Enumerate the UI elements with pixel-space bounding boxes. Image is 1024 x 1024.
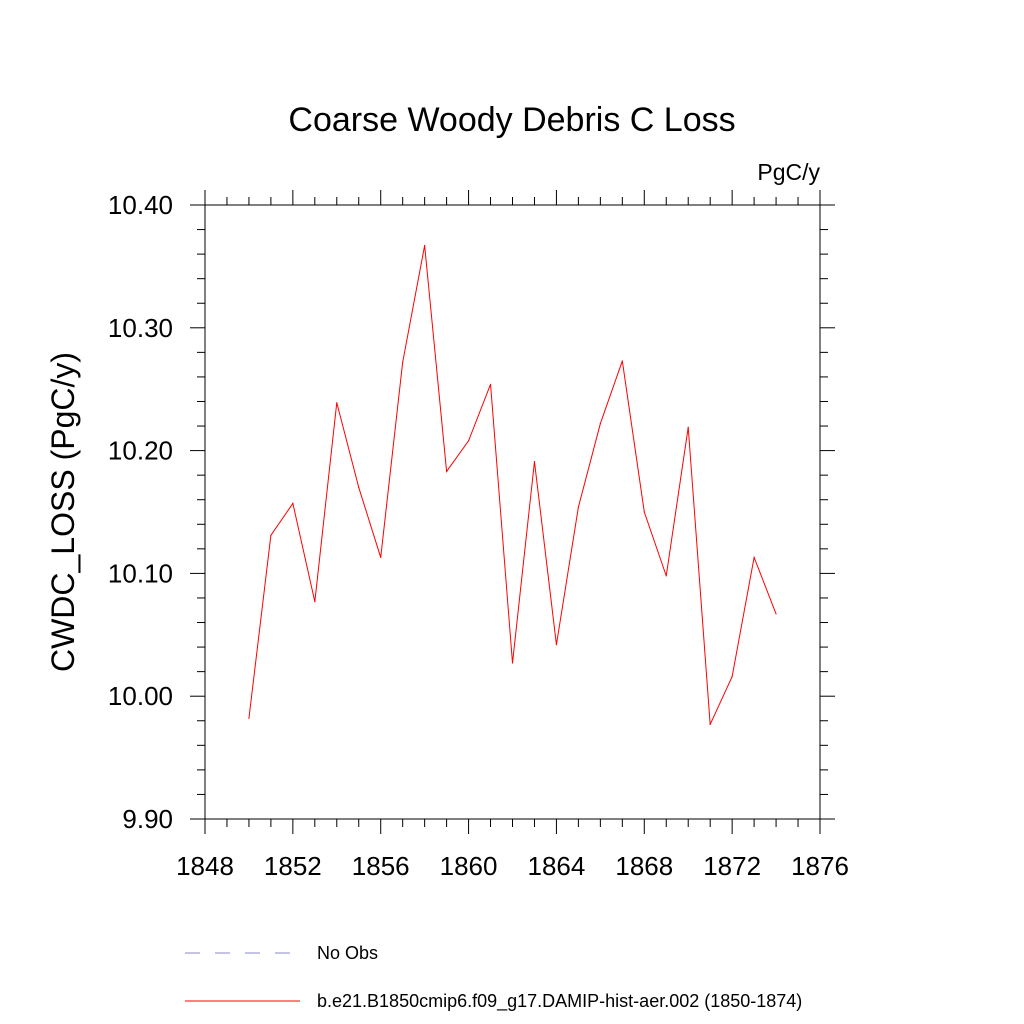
legend: No Obs b.e21.B1850cmip6.f09_g17.DAMIP-hi… bbox=[185, 943, 802, 1012]
plot-frame bbox=[204, 204, 821, 820]
y-tick-label: 10.10 bbox=[108, 558, 173, 588]
data-point bbox=[511, 662, 514, 664]
y-tick-label: 9.90 bbox=[122, 804, 173, 834]
y-axis: 9.90 10.00 10.10 10.20 10.30 10.40 bbox=[108, 190, 835, 834]
data-point bbox=[731, 675, 733, 678]
x-tick-label: 1872 bbox=[703, 851, 761, 881]
x-tick-label: 1860 bbox=[440, 851, 498, 881]
x-axis: 1848 1852 1856 1860 1864 1868 1872 1876 bbox=[176, 190, 849, 881]
series-line bbox=[248, 245, 777, 725]
data-point bbox=[489, 383, 492, 385]
data-point bbox=[314, 601, 316, 603]
legend-model-label: b.e21.B1850cmip6.f09_g17.DAMIP-hist-aer.… bbox=[317, 991, 802, 1012]
units-label: PgC/y bbox=[757, 159, 820, 185]
y-axis-label: CWDC_LOSS (PgC/y) bbox=[45, 352, 81, 672]
x-tick-label: 1868 bbox=[615, 851, 673, 881]
data-point bbox=[358, 486, 360, 489]
legend-no-obs-label: No Obs bbox=[317, 943, 378, 963]
y-tick-label: 10.30 bbox=[108, 313, 173, 343]
x-tick-label: 1856 bbox=[352, 851, 410, 881]
data-point bbox=[577, 506, 579, 508]
x-tick-label: 1864 bbox=[528, 851, 586, 881]
x-tick-label: 1876 bbox=[791, 851, 849, 881]
data-point bbox=[775, 613, 777, 615]
data-point bbox=[336, 402, 338, 404]
series-layer bbox=[248, 244, 777, 726]
data-point bbox=[292, 502, 294, 505]
y-tick-label: 10.00 bbox=[108, 681, 173, 711]
chart-title: Coarse Woody Debris C Loss bbox=[288, 101, 735, 139]
data-point bbox=[270, 534, 272, 536]
data-point bbox=[555, 644, 558, 646]
data-point bbox=[599, 422, 601, 425]
data-point bbox=[621, 360, 623, 362]
data-point bbox=[402, 361, 404, 363]
y-tick-label: 10.40 bbox=[108, 190, 173, 220]
data-point bbox=[533, 461, 536, 463]
data-point bbox=[248, 717, 250, 719]
data-point bbox=[643, 511, 645, 513]
x-tick-label: 1852 bbox=[264, 851, 322, 881]
data-point bbox=[753, 556, 755, 559]
data-point bbox=[446, 470, 448, 473]
x-tick-label: 1848 bbox=[176, 851, 234, 881]
data-point bbox=[687, 426, 689, 428]
data-point bbox=[467, 440, 470, 442]
data-point bbox=[665, 575, 667, 577]
data-point bbox=[380, 556, 382, 559]
y-tick-label: 10.20 bbox=[108, 436, 173, 466]
data-point bbox=[709, 723, 711, 726]
data-point bbox=[424, 244, 426, 247]
